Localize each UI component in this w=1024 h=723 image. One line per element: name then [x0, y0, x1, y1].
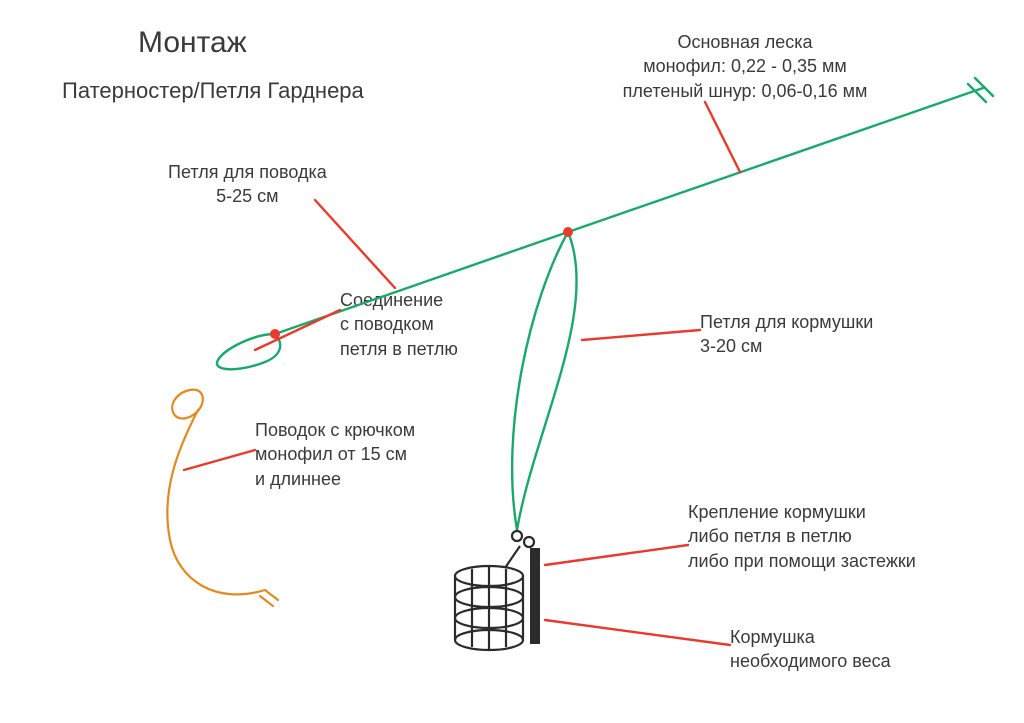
feeder-link: [505, 546, 520, 568]
leader-loop-path: [217, 334, 280, 369]
rig-diagram: [0, 0, 1024, 723]
callout-feeder-loop: [582, 330, 700, 340]
callout-main-line: [705, 102, 740, 172]
main-line-path: [275, 88, 983, 334]
callout-lines: [184, 102, 740, 645]
feeder-basket: [455, 566, 523, 650]
swivel-ring-2: [524, 537, 534, 547]
swivel-ring: [512, 531, 522, 541]
feeder-weight: [530, 548, 540, 644]
orange-loop: [172, 390, 203, 419]
knot-leader-loop: [270, 329, 280, 339]
callout-connection: [255, 310, 340, 350]
leader-end-tick: [260, 590, 278, 606]
callout-feeder: [545, 620, 730, 645]
callout-leader: [184, 450, 255, 470]
leader-path: [167, 410, 265, 594]
knot-junction: [563, 227, 573, 237]
diagram-canvas: Монтаж Патерностер/Петля Гарднера Основн…: [0, 0, 1024, 723]
feeder-loop-path: [512, 232, 577, 530]
callout-loop-leader: [315, 200, 395, 288]
callout-feeder-attach: [545, 545, 688, 565]
